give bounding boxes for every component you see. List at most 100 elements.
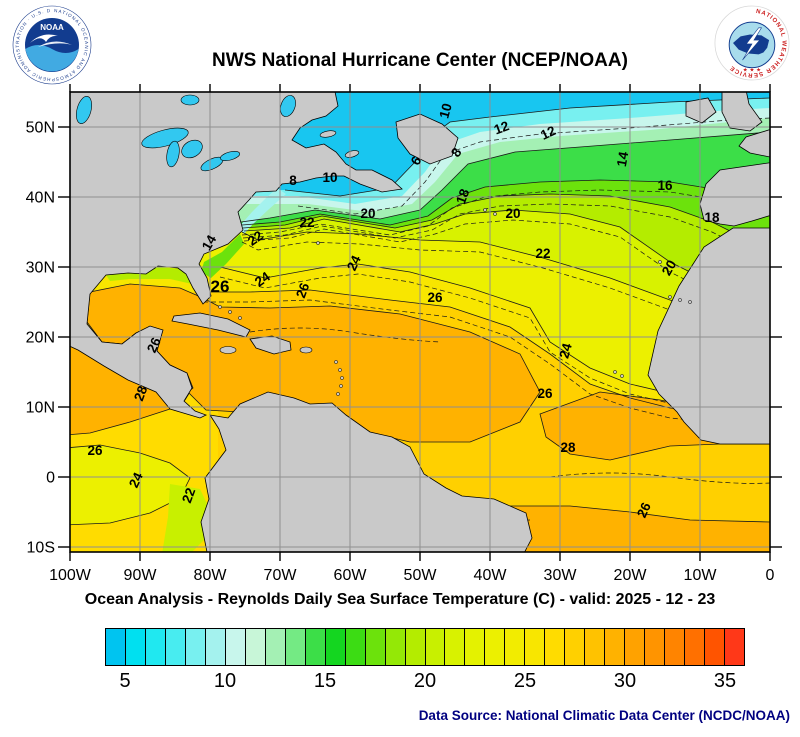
noaa-seagull-wing-icon [38,41,72,47]
contour-value-label: 24 [126,470,146,490]
contour-value-label: 10 [436,102,454,120]
isotherm-line [219,263,770,405]
y-axis-tick-label: 30N [26,260,55,277]
land-south-america [200,391,533,552]
x-axis-tick-label: 60W [334,567,368,584]
small-island [228,310,232,314]
contour-value-label: 26 [634,500,654,520]
noaa-seagull-icon [30,34,58,43]
contour-value-label: 18 [453,186,472,206]
noaa-label: NOAA [40,23,64,32]
colorbar-cell [525,629,546,665]
equatorial-warm-28 [539,391,770,461]
nws-lightning-icon [742,27,763,61]
land-ireland [685,97,717,124]
x-axis-tick-label: 50W [404,567,438,584]
small-island [338,368,342,372]
contour-value-label: 26 [211,277,230,296]
northern-lake [280,95,296,117]
isotherm-line [241,179,770,226]
colorbar-cell [345,629,366,665]
contour-value-label: 22 [535,246,550,261]
colorbar-cell [485,629,506,665]
small-island [218,305,222,309]
map-caption: Ocean Analysis - Reynolds Daily Sea Surf… [84,591,716,608]
isotherm-dashed [241,189,770,236]
data-source-note: Data Source: National Climatic Data Cent… [418,708,790,723]
y-axis-tick-label: 20N [26,330,55,347]
small-island [668,295,672,299]
small-island [613,370,617,374]
x-axis-tick-label: 100W [49,567,92,584]
nws-us-map [733,34,770,55]
small-island [678,298,682,302]
land-africa [647,227,770,445]
colorbar-tick-label: 35 [713,670,737,692]
small-island [316,241,320,245]
lake-michigan [166,140,180,168]
x-axis-tick-label: 80W [194,567,228,584]
colorbar-cell [445,629,466,665]
x-axis-tick-label: 90W [124,567,158,584]
contour-value-label: 26 [293,280,312,300]
noaa-globe-sea [25,45,79,72]
gulf-north-rim [106,267,192,284]
colorbar-cell [605,629,626,665]
isotherm-dashed [242,203,770,261]
contour-value-label: 26 [537,386,553,401]
colorbar-tick-label: 25 [513,670,537,692]
contour-value-label: 14 [614,150,631,168]
contour-value-label: 12 [492,118,511,137]
contour-value-label: 24 [556,341,575,360]
colorbar-cell [265,629,286,665]
x-axis-tick-label: 20W [614,567,648,584]
land-france [738,129,770,158]
nws-logo: NATIONAL WEATHER SERVICE ★ ★ ★ [714,5,790,81]
latlon-grid [70,92,770,552]
lake-superior [141,127,189,149]
small-island [336,392,340,396]
colorbar-cell [325,629,346,665]
x-axis-tick-label: 10W [684,567,718,584]
peru-coastal-cool [162,484,211,552]
contour-value-label: 28 [560,440,576,455]
noaa-logo: NATIONAL OCEANIC AND ATMOSPHERIC ADMINIS… [12,5,92,85]
colorbar-cell [505,629,526,665]
colorbar-cell [225,629,246,665]
colorbar-cell [645,629,666,665]
small-island [658,260,662,264]
colorbar-cell [185,629,206,665]
x-axis-tick-label: 30W [544,567,578,584]
colorbar-cell [285,629,306,665]
land-iberia [699,162,770,227]
small-island [688,300,692,304]
contour-value-label: 26 [87,443,103,458]
contour-value-label: 22 [299,215,314,230]
colorbar-tick-label: 10 [213,670,237,692]
small-island [334,360,338,364]
colorbar-tick-label: 20 [413,670,437,692]
contour-value-label: 22 [245,228,266,249]
colorbar-cell [665,629,686,665]
contour-value-label: 20 [360,206,375,221]
x-axis-tick-label: 70W [264,567,298,584]
contour-value-label: 18 [704,210,720,225]
small-island [483,208,487,212]
land-hispaniola [249,335,292,355]
small-island [620,374,624,378]
contour-value-label: 22 [179,486,198,505]
colorbar-cell [165,629,186,665]
jamaica [219,346,237,354]
small-island [238,316,242,320]
colorbar-cell [125,629,146,665]
contour-value-label: 24 [344,253,364,273]
colorbar-cell [245,629,266,665]
isotherm-dashed [203,299,770,429]
contour-value-label: 20 [659,257,680,278]
colorbar-cell [685,629,706,665]
y-axis-tick-label: 50N [26,120,55,137]
colorbar-cell [545,629,566,665]
